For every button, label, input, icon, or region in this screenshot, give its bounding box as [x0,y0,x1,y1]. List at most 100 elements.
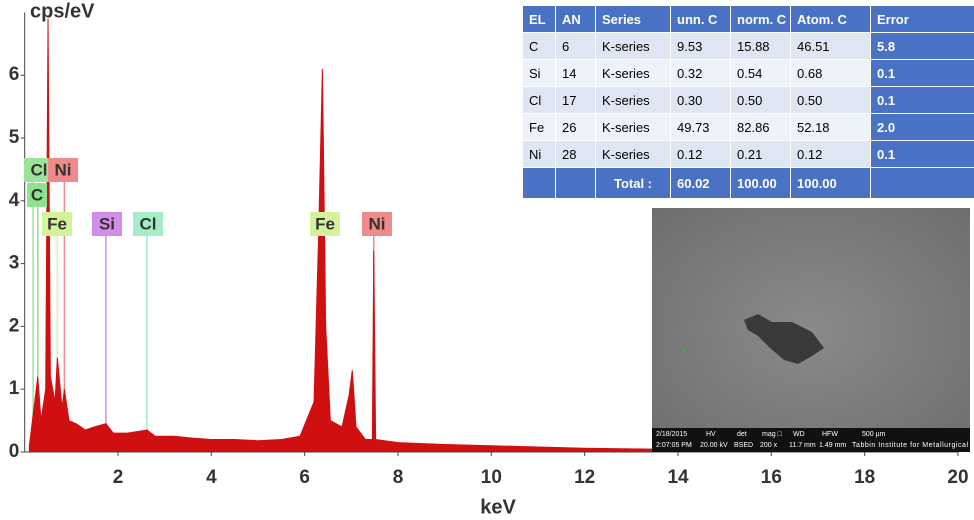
marker-box [310,212,340,236]
info-label: WD [793,431,805,438]
y-tick-label: 1 [9,378,20,399]
table-cell: 26 [555,113,596,141]
table-cell: 5.8 [870,32,974,60]
table-cell: 0.12 [670,140,731,168]
header-cell: EL [522,5,556,33]
table-cell: 28 [555,140,596,168]
table-cell: 0.50 [790,86,871,114]
spectrum [28,18,959,453]
marker-box [92,212,122,236]
marker-box [27,183,47,207]
table-row: C 6 K-series 9.53 15.88 46.51 5.8 [522,32,974,60]
header-cell: unn. C [670,5,731,33]
y-tick-label: 0 [9,441,20,462]
table-cell: 60.02 [670,167,731,199]
x-tick-label: 2 [113,467,124,488]
info-label: det [737,431,747,438]
x-axis-label: keV [480,496,516,518]
table-cell: K-series [595,86,671,114]
marker-box [42,212,72,236]
info-value: 20.00 kV [700,442,728,449]
table-cell: 0.12 [790,140,871,168]
x-tick-label: 12 [574,467,595,488]
info-label: 500 µm [862,431,886,438]
table-cell: 0.30 [670,86,731,114]
x-tick-label: 14 [667,467,689,488]
marker-box [362,212,392,236]
info-value: BSED [734,442,753,449]
info-label: mag □ [762,431,783,438]
table-cell: C [522,32,556,60]
x-tick-label: 8 [393,467,404,488]
info-label: 2/18/2015 [656,431,687,438]
marker-label: Fe [47,214,67,233]
table-cell: K-series [595,32,671,60]
micrograph: 2/18/2015 HV det mag □ WD HFW 500 µm 2:07:05 PM… [652,208,970,452]
marker-label: Si [99,214,115,233]
info-value: 1.49 mm [819,442,846,449]
table-cell: 0.1 [870,86,974,114]
table-row: Si 14 K-series 0.32 0.54 0.68 0.1 [522,59,974,87]
table-cell: 100.00 [730,167,791,199]
info-value: 2:07:05 PM [656,442,692,449]
table-cell: 17 [555,86,596,114]
x-tick-label: 20 [947,467,968,488]
info-label: HV [706,431,716,438]
table-cell: 2.0 [870,113,974,141]
marker-box [133,212,163,236]
info-label: HFW [822,431,838,438]
info-value: Tabbin Institute for Metallurgical [852,442,968,449]
table-cell: 14 [555,59,596,87]
marker-label: C [31,185,43,204]
x-tick-label: 10 [481,467,502,488]
marker-label: Ni [55,160,72,179]
marker-label: Fe [315,214,335,233]
table-cell: Si [522,59,556,87]
dot [682,348,686,352]
table-row: Ni 28 K-series 0.12 0.21 0.12 0.1 [522,140,974,168]
table-cell: 0.21 [730,140,791,168]
table-cell [870,167,974,199]
marker-label: Cl [31,160,48,179]
table-cell: K-series [595,140,671,168]
info-bar [652,428,970,452]
table-cell: Fe [522,113,556,141]
info-value: 11.7 mm [789,442,816,449]
particle [744,314,824,364]
table-cell [522,167,556,199]
table-cell: Ni [522,140,556,168]
header-cell: norm. C [730,5,791,33]
table-cell: 15.88 [730,32,791,60]
table-cell: K-series [595,113,671,141]
table-cell [555,167,596,199]
info-value: 200 x [760,442,778,449]
table-cell: Total : [595,167,671,199]
table-cell: Cl [522,86,556,114]
table-cell: 0.1 [870,59,974,87]
header-cell: Atom. C [790,5,871,33]
table-cell: 0.1 [870,140,974,168]
y-tick-label: 5 [9,127,20,148]
x-tick-label: 18 [854,467,875,488]
sem-image [652,208,970,452]
table-cell: 0.54 [730,59,791,87]
table-cell: 0.68 [790,59,871,87]
table-cell: 46.51 [790,32,871,60]
table-row: Fe 26 K-series 49.73 82.86 52.18 2.0 [522,113,974,141]
marker-label: Cl [140,214,157,233]
table-cell: 6 [555,32,596,60]
y-tick-label: 2 [9,315,20,336]
table-cell: 82.86 [730,113,791,141]
y-axis-label: cps/eV [30,0,95,22]
header-cell: AN [555,5,596,33]
marker-label: Ni [369,214,386,233]
table-row: Cl 17 K-series 0.30 0.50 0.50 0.1 [522,86,974,114]
x-tick-label: 6 [299,467,310,488]
table-cell: 100.00 [790,167,871,199]
table-cell: K-series [595,59,671,87]
table-cell: 0.32 [670,59,731,87]
x-tick-label: 4 [206,467,217,488]
